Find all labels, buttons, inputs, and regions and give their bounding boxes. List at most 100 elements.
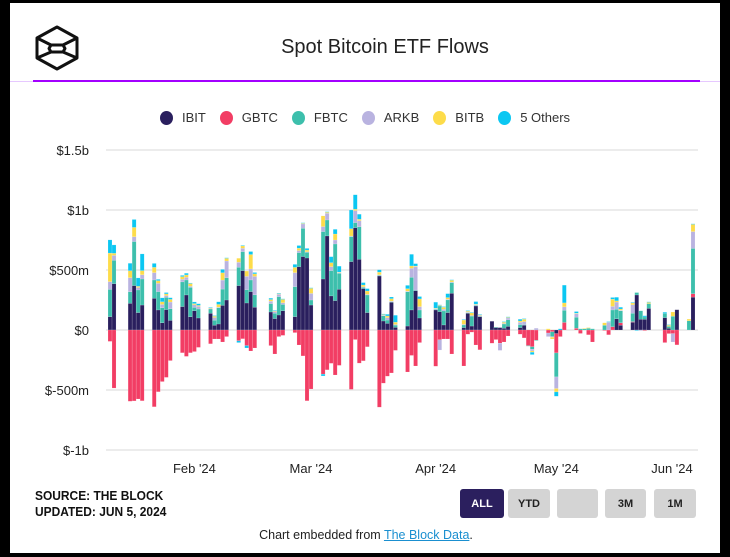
- x-tick-label: Apr '24: [415, 461, 456, 476]
- legend-item-bitb[interactable]: BITB: [433, 110, 484, 125]
- legend-item-gbtc[interactable]: GBTC: [219, 110, 278, 125]
- bar-segment-arkb: [497, 343, 503, 351]
- bar-segment-5-others: [666, 324, 672, 326]
- bar-segment-fbtc: [405, 291, 410, 327]
- bar-segment-gbtc: [276, 329, 282, 337]
- bar-segment-fbtc: [268, 303, 274, 313]
- bar-segment-fbtc: [517, 324, 523, 328]
- bar-segment-5-others: [328, 256, 334, 263]
- bar-segment-fbtc: [131, 241, 137, 286]
- bar-segment-gbtc: [135, 329, 141, 400]
- range-button-1m[interactable]: 1M: [654, 489, 696, 518]
- bar-segment-arkb: [308, 293, 314, 301]
- legend-item-arkb[interactable]: ARKB: [361, 110, 419, 125]
- bar-segment-5-others: [304, 248, 310, 251]
- bar-segment-ibit: [292, 316, 298, 331]
- bar-segment-fbtc: [409, 277, 414, 311]
- bar-segment-bitb: [357, 219, 362, 221]
- bar-segment-arkb: [160, 304, 165, 309]
- bar-segment-ibit: [164, 309, 169, 331]
- bar-segment-bitb: [521, 319, 527, 322]
- bar-segment-bitb: [377, 271, 382, 276]
- bar-segment-gbtc: [662, 329, 668, 343]
- bar-segment-gbtc: [156, 329, 161, 392]
- range-button-ytd[interactable]: YTD: [508, 489, 550, 518]
- footer-suffix: .: [469, 528, 473, 542]
- legend-label: IBIT: [181, 110, 206, 125]
- range-button-3m[interactable]: 3M: [605, 489, 646, 518]
- bar-segment-arkb: [521, 321, 527, 325]
- bar-segment-arkb: [111, 255, 117, 261]
- bar-segment-ibit: [674, 309, 680, 331]
- bar-segment-5-others: [642, 315, 647, 318]
- bar-segment-arkb: [517, 322, 523, 325]
- bar-segment-bitb: [127, 270, 133, 278]
- bar-segment-ibit: [220, 305, 225, 331]
- bar-segment-arkb: [332, 239, 338, 245]
- bar-segment-gbtc: [393, 329, 398, 351]
- bar-segment-gbtc: [473, 329, 479, 346]
- bar-segment-5-others: [461, 319, 467, 321]
- bar-segment-fbtc: [220, 288, 225, 306]
- bar-segment-bitb: [320, 215, 326, 227]
- bar-segment-gbtc: [381, 329, 386, 384]
- bar-segment-bitb: [180, 276, 185, 280]
- range-button-blank[interactable]: [557, 489, 598, 518]
- bar-segment-gbtc: [328, 329, 334, 364]
- legend-item-ibit[interactable]: IBIT: [159, 110, 206, 125]
- bar-segment-ibit: [131, 285, 137, 331]
- bar-segment-gbtc: [349, 329, 354, 390]
- bar-segment-bitb: [389, 298, 394, 302]
- bar-segment-bitb: [574, 313, 579, 315]
- bar-segment-fbtc: [469, 315, 475, 327]
- bar-segment-fbtc: [638, 310, 643, 320]
- bar-segment-arkb: [180, 279, 185, 283]
- bar-segment-fbtc: [304, 252, 310, 259]
- x-tick-label: Feb '24: [173, 461, 216, 476]
- bar-segment-5-others: [381, 313, 386, 315]
- legend-swatch: [291, 110, 305, 125]
- bar-segment-ibit: [445, 312, 450, 331]
- legend-item-fbtc[interactable]: FBTC: [291, 110, 348, 125]
- legend-label: 5 Others: [520, 110, 571, 125]
- bar-segment-fbtc: [602, 325, 607, 331]
- bar-segment-arkb: [562, 306, 567, 311]
- bar-segment-5-others: [216, 301, 221, 305]
- bar-segment-bitb: [582, 328, 587, 330]
- bar-segment-arkb: [252, 276, 257, 296]
- bar-segment-gbtc: [152, 329, 157, 408]
- bar-segment-gbtc: [385, 329, 390, 377]
- bar-segment-ibit: [184, 294, 189, 331]
- bar-segment-arkb: [413, 266, 418, 291]
- bar-segment-5-others: [111, 244, 117, 254]
- bar-segment-ibit: [328, 295, 334, 331]
- bar-segment-fbtc: [208, 308, 213, 314]
- y-tick-label: $-1b: [63, 443, 89, 458]
- bar-segment-ibit: [413, 290, 418, 331]
- bar-segment-bitb: [248, 254, 253, 270]
- bar-segment-fbtc: [139, 278, 145, 306]
- bar-segment-gbtc: [236, 329, 241, 342]
- bar-segment-bitb: [610, 298, 615, 307]
- bar-segment-fbtc: [614, 309, 619, 320]
- the-block-data-link[interactable]: The Block Data: [383, 528, 470, 542]
- bar-segment-gbtc: [590, 329, 595, 343]
- bar-segment-arkb: [300, 223, 306, 229]
- bar-segment-fbtc: [196, 308, 201, 319]
- bar-segment-fbtc: [381, 315, 386, 322]
- bar-segment-fbtc: [111, 260, 117, 284]
- legend-swatch: [219, 110, 233, 125]
- bar-segment-5-others: [501, 321, 507, 323]
- bar-segment-fbtc: [180, 281, 185, 307]
- bar-segment-gbtc: [405, 329, 410, 373]
- bar-segment-ibit: [304, 257, 310, 331]
- range-button-all[interactable]: ALL: [460, 489, 504, 518]
- bar-segment-ibit: [449, 293, 454, 331]
- bar-segment-fbtc: [529, 346, 535, 350]
- bar-segment-gbtc: [212, 329, 217, 340]
- bar-segment-5-others: [212, 315, 217, 317]
- legend-swatch: [433, 110, 447, 125]
- bar-segment-ibit: [212, 325, 217, 331]
- legend-item-5-others[interactable]: 5 Others: [498, 110, 570, 125]
- bar-segment-gbtc: [493, 329, 499, 340]
